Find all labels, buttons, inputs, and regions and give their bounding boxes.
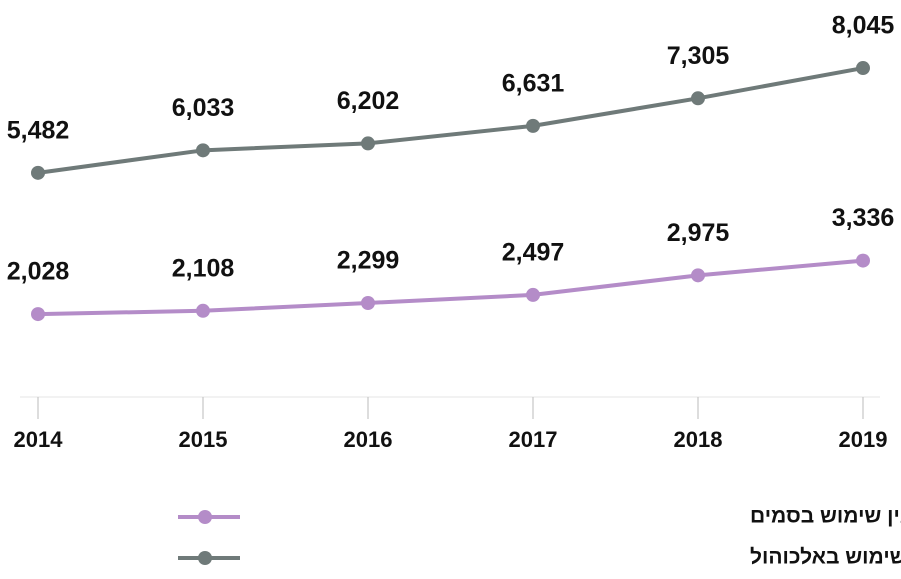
x-tick-label: 2016 (344, 427, 393, 452)
data-label: 8,045 (832, 12, 895, 40)
data-point (856, 61, 870, 76)
series-line (37, 66, 864, 175)
series-line (37, 258, 864, 317)
data-point (196, 303, 210, 318)
data-point (856, 253, 870, 268)
data-label: 6,631 (502, 69, 565, 97)
data-label: 3,336 (832, 204, 895, 232)
legend-label: פניות למחלקות לרפואה דחופה בגין שימוש בס… (750, 505, 901, 528)
x-tick-label: 2014 (14, 427, 64, 452)
data-label: 6,033 (172, 94, 235, 122)
data-label: 5,482 (7, 116, 70, 144)
data-label: 2,108 (172, 254, 235, 282)
data-point (31, 165, 45, 180)
x-tick-label: 2015 (179, 427, 228, 452)
data-point (31, 307, 45, 322)
data-point (691, 91, 705, 106)
legend-marker (198, 551, 212, 565)
legend-label: פניות למחלקות לרפואה דחופה בגין שימוש בא… (750, 546, 901, 569)
data-label: 6,202 (337, 87, 400, 115)
x-tick-label: 2018 (674, 427, 723, 452)
data-point (526, 118, 540, 133)
data-point (691, 268, 705, 283)
data-label: 2,497 (502, 239, 565, 267)
data-point (526, 287, 540, 302)
x-tick-label: 2019 (839, 427, 888, 452)
legend-marker (198, 510, 212, 524)
data-point (361, 136, 375, 151)
data-point (361, 295, 375, 310)
data-label: 2,028 (7, 258, 70, 286)
data-point (196, 143, 210, 158)
data-label: 2,975 (667, 219, 730, 247)
data-label: 2,299 (337, 247, 400, 275)
data-label: 7,305 (667, 42, 730, 70)
x-tick-label: 2017 (509, 427, 558, 452)
